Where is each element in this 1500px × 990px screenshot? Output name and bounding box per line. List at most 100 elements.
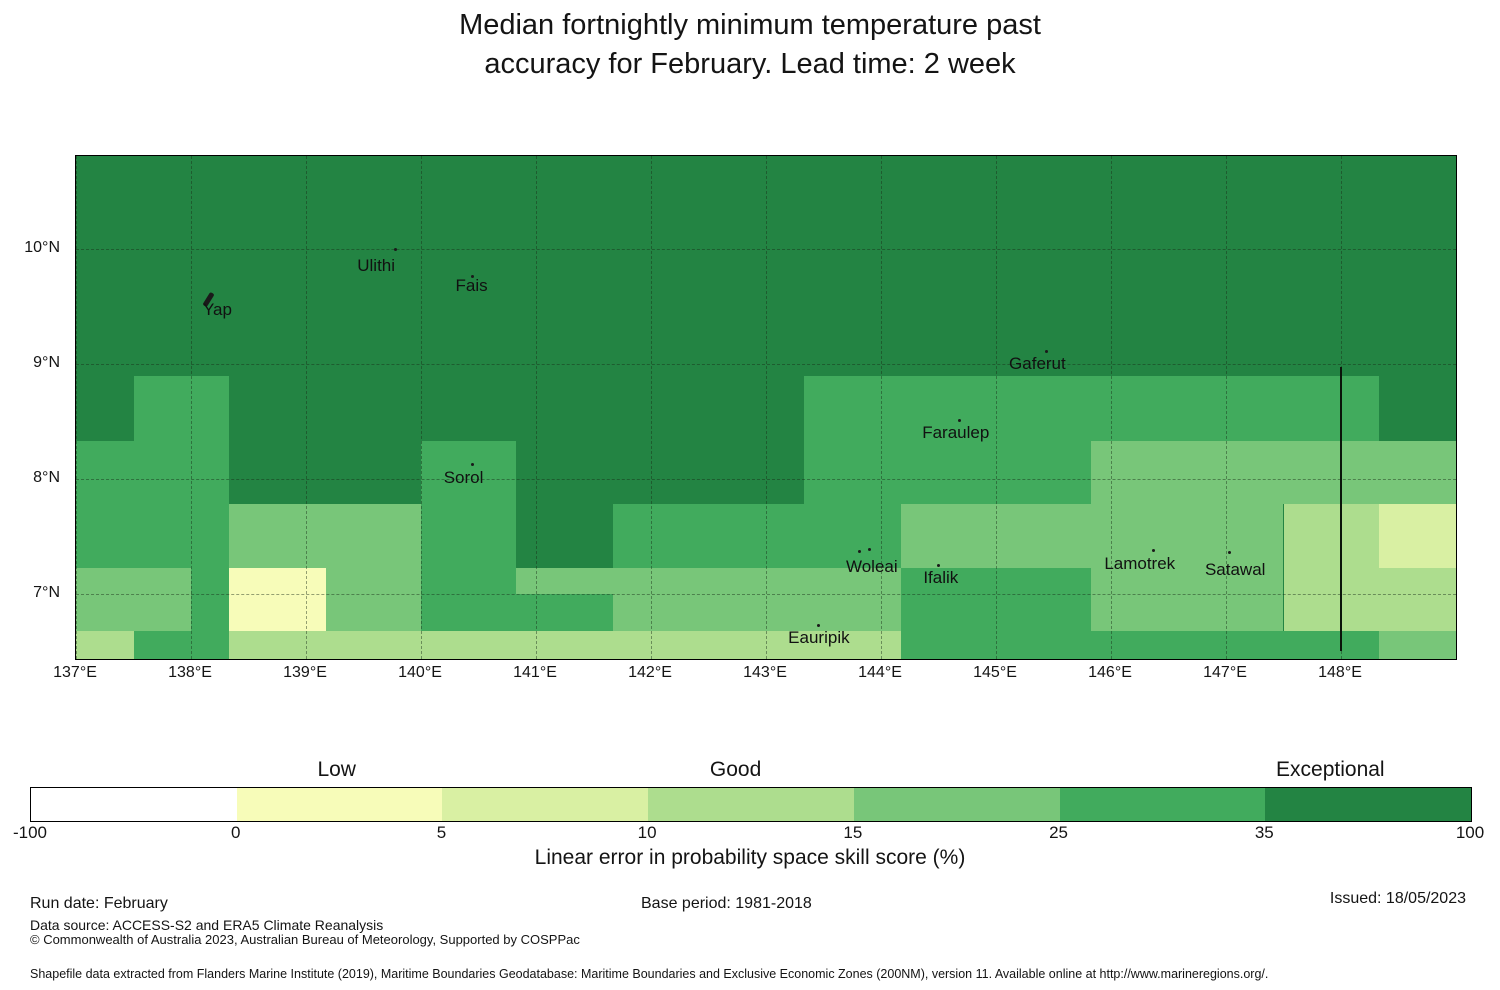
skill-score-region — [228, 568, 326, 632]
colorbar-tick-label: 10 — [637, 823, 657, 842]
colorbar-segment — [853, 788, 1060, 821]
skill-score-region — [1091, 503, 1284, 632]
colorbar-tick-label: -100 — [12, 823, 48, 842]
colorbar-tick-label: 25 — [1049, 823, 1069, 842]
footer-copyright: © Commonwealth of Australia 2023, Austra… — [30, 932, 580, 947]
skill-score-region — [900, 503, 1092, 569]
skill-score-region — [516, 568, 614, 594]
x-tick-label: 147°E — [1203, 664, 1247, 681]
x-axis-ticks: 137°E 138°E 139°E 140°E 141°E 142°E 143°E 144°E… — [53, 664, 1455, 688]
colorbar-tick-label: 5 — [436, 823, 447, 842]
skill-score-region — [613, 503, 901, 569]
grid-line-meridian — [76, 156, 77, 659]
colorbar-segment — [1265, 788, 1472, 821]
skill-score-region — [1091, 440, 1456, 504]
colorbar-category-label: Low — [317, 758, 356, 781]
colorbar-tick-label: 100 — [1455, 823, 1485, 842]
y-tick-label: 8°N — [33, 468, 60, 486]
footer-base-period: Base period: 1981-2018 — [641, 895, 812, 912]
island-label: Yap — [202, 299, 232, 319]
skill-score-region — [325, 568, 421, 632]
x-tick-label: 139°E — [283, 664, 327, 681]
x-tick-label: 146°E — [1088, 664, 1132, 681]
island-label: Woleai — [845, 556, 898, 576]
island-marker-dot — [857, 549, 861, 553]
island-marker-dot — [471, 274, 475, 278]
colorbar-tick-label: 0 — [230, 823, 241, 842]
grid-line-parallel — [76, 249, 1456, 251]
skill-score-region — [1283, 503, 1379, 632]
skill-score-region — [803, 440, 901, 504]
colorbar-segment — [1059, 788, 1266, 821]
y-tick-label: 10°N — [24, 239, 60, 257]
colorbar-category-label: Good — [709, 758, 762, 781]
island-label: Ifalik — [923, 567, 959, 587]
skill-score-region — [228, 503, 421, 569]
skill-score-region — [803, 376, 1379, 441]
skill-score-region — [76, 568, 191, 632]
island-label: Sorol — [443, 467, 484, 487]
island-marker-dot — [1152, 549, 1156, 553]
island-label: Faraulep — [922, 422, 990, 442]
island-marker-dot — [957, 419, 961, 423]
island-label: Gaferut — [1009, 353, 1066, 373]
skill-score-region — [421, 440, 517, 632]
skill-score-region — [900, 568, 1092, 659]
grid-line-meridian — [421, 156, 422, 659]
map-plot: Yap Ulithi Fais Sorol Gaferut Faraulep Woleai I… — [75, 155, 1457, 660]
x-tick-label: 141°E — [513, 664, 557, 681]
y-tick-label: 7°N — [33, 583, 60, 601]
island-label: Satawal — [1204, 559, 1266, 579]
colorbar-bar — [30, 787, 1472, 822]
island-marker-dot — [393, 247, 397, 251]
footer-data-source: Data source: ACCESS-S2 and ERA5 Climate … — [30, 917, 384, 933]
island-marker-dot — [868, 547, 871, 551]
skill-score-region — [1378, 568, 1456, 632]
skill-score-region — [613, 568, 901, 632]
grid-line-parallel — [76, 478, 1456, 480]
skill-score-region — [1091, 631, 1379, 659]
colorbar-category-label: Exceptional — [1276, 758, 1385, 781]
grid-line-meridian — [536, 156, 537, 659]
grid-line-parallel — [76, 363, 1456, 365]
figure-title: Median fortnightly minimum temperature p… — [0, 6, 1500, 84]
island-label: Eauripik — [788, 628, 850, 648]
island-label: Fais — [455, 275, 488, 295]
skill-score-region — [76, 631, 134, 659]
skill-score-region — [133, 631, 229, 659]
island-marker-dot — [1045, 350, 1049, 354]
figure-title-line2: accuracy for February. Lead time: 2 week — [484, 48, 1016, 80]
grid-line-meridian — [191, 156, 192, 659]
maritime-boundary-line — [1340, 367, 1342, 651]
x-tick-label: 145°E — [973, 664, 1017, 681]
x-tick-label: 138°E — [168, 664, 212, 681]
grid-line-meridian — [1111, 156, 1112, 659]
colorbar-tick-label: 35 — [1254, 823, 1274, 842]
colorbar-segment — [236, 788, 443, 821]
grid-line-meridian — [766, 156, 767, 659]
x-tick-label: 137°E — [53, 664, 97, 681]
grid-line-meridian — [651, 156, 652, 659]
x-tick-label: 143°E — [743, 664, 787, 681]
footer-issued-date: Issued: 18/05/2023 — [1329, 890, 1466, 907]
grid-line-meridian — [996, 156, 997, 659]
colorbar-segment — [442, 788, 649, 821]
x-tick-label: 144°E — [858, 664, 902, 681]
colorbar-ticks: -100 0 5 10 15 25 35 100 — [13, 823, 1484, 843]
colorbar-segment — [31, 788, 237, 821]
y-axis-ticks: 10°N 9°N 8°N 7°N — [0, 155, 70, 658]
skill-score-region — [191, 568, 229, 632]
island-marker-dot — [937, 564, 940, 568]
skill-score-region — [76, 440, 134, 569]
skill-score-region — [900, 440, 1092, 504]
island-marker-dot — [817, 623, 821, 627]
colorbar-axis-label: Linear error in probability space skill … — [534, 846, 966, 869]
footer-run-date: Run date: February — [30, 895, 168, 912]
figure-title-line1: Median fortnightly minimum temperature p… — [459, 9, 1041, 41]
footer-shapefile-attribution: Shapefile data extracted from Flanders M… — [30, 967, 1269, 981]
x-tick-label: 142°E — [628, 664, 672, 681]
grid-line-meridian — [306, 156, 307, 659]
skill-score-region — [1378, 631, 1456, 659]
island-label: Lamotrek — [1104, 553, 1176, 573]
island-marker-dot — [1227, 551, 1231, 555]
